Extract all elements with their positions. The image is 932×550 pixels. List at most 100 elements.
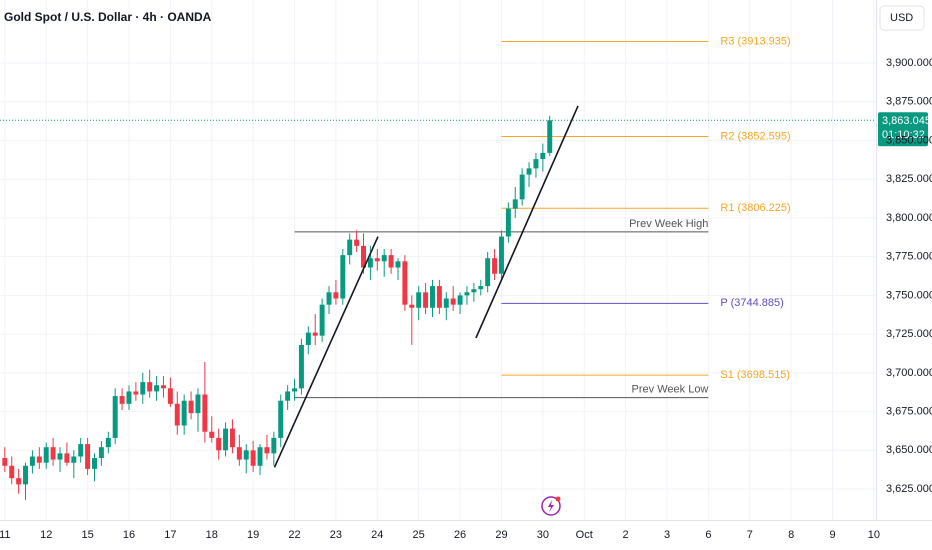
candle-body <box>347 239 353 256</box>
x-tick-label: Oct <box>576 529 593 541</box>
x-tick-label: 30 <box>537 529 549 541</box>
candle-body <box>236 447 242 460</box>
y-tick-label: 3,800.000 <box>886 212 932 224</box>
candle-body <box>36 456 42 463</box>
currency: USD <box>890 12 913 24</box>
x-tick-label: 6 <box>705 529 711 541</box>
currency-box[interactable] <box>879 5 925 31</box>
candle-body <box>305 332 311 345</box>
candle-body <box>547 120 553 153</box>
icon-bolt <box>548 500 554 512</box>
candle-body <box>119 396 125 404</box>
candle-body <box>243 450 249 460</box>
trend-line <box>475 105 579 339</box>
candle-body <box>16 478 22 485</box>
candle-body <box>78 444 84 457</box>
candle-body <box>105 437 111 448</box>
candle-body <box>374 258 380 262</box>
candles <box>2 115 553 500</box>
candle-body <box>519 174 525 200</box>
candle-body <box>278 400 284 438</box>
candle-body <box>98 447 104 459</box>
candle-body <box>361 245 366 268</box>
icon-dot <box>555 496 561 502</box>
candle-body <box>43 447 49 463</box>
y-tick-label: 3,750.000 <box>886 289 932 301</box>
candle-body <box>402 261 408 305</box>
candle-body <box>298 344 304 389</box>
candle-body <box>540 152 546 160</box>
candle-body <box>257 447 263 466</box>
candle-body <box>498 236 504 274</box>
candle-body <box>354 239 360 246</box>
x-tick-label: 26 <box>454 529 466 541</box>
trend-line <box>273 236 379 468</box>
x-tick-label: 8 <box>788 529 794 541</box>
candle-body <box>140 382 146 395</box>
candle-body <box>326 292 332 305</box>
grid <box>0 0 876 520</box>
x-tick-label: 11 <box>0 529 11 541</box>
last-price-box <box>878 112 928 147</box>
candle-body <box>333 292 339 299</box>
lightning-icon[interactable] <box>541 496 561 516</box>
candle-body <box>174 403 180 426</box>
y-tick-label: 3,900.000 <box>886 57 932 69</box>
candle-body <box>29 456 35 466</box>
candle-body <box>209 431 215 438</box>
x-tick-label: 16 <box>123 529 135 541</box>
candle-body <box>9 465 15 479</box>
candle-body <box>395 261 401 268</box>
candle-body <box>126 391 132 404</box>
candle-body <box>92 458 97 469</box>
candle-body <box>223 428 229 451</box>
level-label: Prev Week High <box>629 218 708 230</box>
x-tick-label: 15 <box>81 529 93 541</box>
candle-body <box>423 292 429 308</box>
candle-body <box>340 255 346 299</box>
candle-body <box>429 286 435 308</box>
candle-body <box>505 208 511 237</box>
candle-body <box>216 437 222 451</box>
candle-body <box>57 453 63 460</box>
x-tick-label: 7 <box>747 529 753 541</box>
candle-body <box>147 382 153 392</box>
x-tick-label: 24 <box>371 529 383 541</box>
y-tick-label: 3,725.000 <box>886 328 932 340</box>
candle-body <box>285 391 291 401</box>
y-tick-label: 3,825.000 <box>886 173 932 185</box>
candle-body <box>319 304 325 336</box>
candle-body <box>312 332 318 336</box>
candle-body <box>167 388 173 404</box>
x-tick-label: 25 <box>413 529 425 541</box>
candle-body <box>450 298 456 305</box>
levels: R3 (3913.935) R2 (3852.595) R1 (3806.225) P… <box>294 35 791 399</box>
y-tick-label: 3,850.000 <box>886 134 932 146</box>
x-tick-label: 9 <box>829 529 835 541</box>
x-tick-label: 2 <box>623 529 629 541</box>
overlay: 3,863.045 01:10:32 <box>0 105 931 468</box>
level-label: R1 (3806.225) <box>720 202 790 214</box>
candle-body <box>292 388 298 392</box>
candle-body <box>485 258 491 287</box>
candle-body <box>112 396 118 438</box>
candle-body <box>154 385 160 392</box>
candle-body <box>133 391 139 395</box>
candle-body <box>195 394 201 414</box>
candle-body <box>526 168 532 175</box>
candle-body <box>23 465 29 485</box>
level-label: R3 (3913.935) <box>720 35 790 47</box>
x-tick-label: 18 <box>206 529 218 541</box>
candle-body <box>50 447 56 460</box>
y-tick-label: 3,675.000 <box>886 405 932 417</box>
candle-body <box>388 255 394 268</box>
level-label: R2 (3852.595) <box>720 130 790 142</box>
candle-body <box>250 450 256 466</box>
candle-body <box>492 258 498 274</box>
candle-body <box>64 453 70 463</box>
candle-body <box>409 304 415 308</box>
y-tick-label: 3,700.000 <box>886 367 932 379</box>
x-tick-label: 12 <box>40 529 52 541</box>
